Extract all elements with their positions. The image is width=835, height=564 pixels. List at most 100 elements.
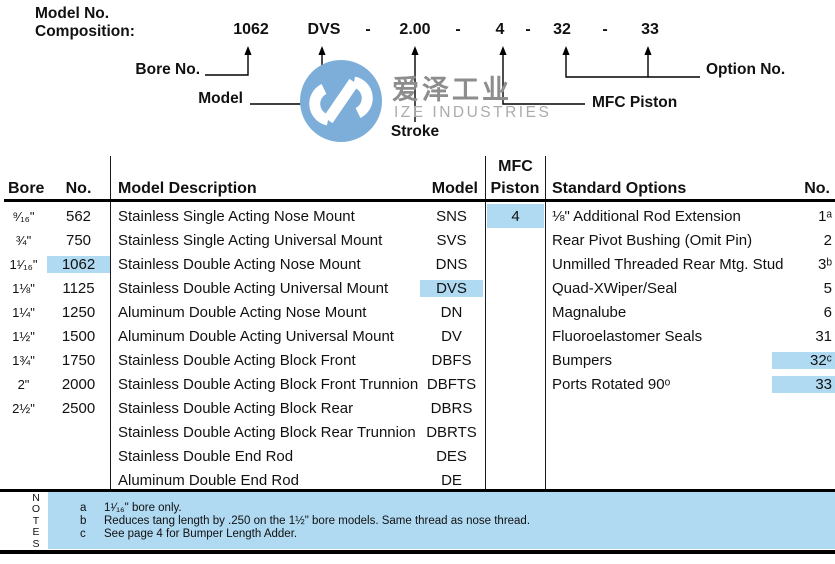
option-number: 32ᶜ [772, 351, 835, 369]
header-no: No. [65, 180, 92, 197]
mfc-piston-value: 4 [487, 204, 544, 228]
bore-value: 1½" [12, 328, 35, 344]
option-row: Unmilled Threaded Rear Mtg. Stud 3ᵇ [545, 252, 832, 276]
table-row: 2½" 2500 Stainless Double Acting Block R… [0, 396, 483, 420]
standard-options-table: ⅛" Additional Rod Extension 1ᵃ Rear Pivo… [545, 204, 835, 396]
note-item: a 1¹⁄₁₆" bore only. [80, 502, 530, 515]
bore-no-callout: Bore No. [135, 61, 200, 78]
table-row: Aluminum Double End Rod DE [0, 468, 483, 492]
option-label: Fluoroelastomer Seals [552, 327, 703, 345]
option-row: Ports Rotated 90ᵒ 33 [545, 372, 835, 396]
model-description: Stainless Double Acting Block Rear [118, 399, 354, 417]
composition-part: 32 [553, 21, 571, 38]
note-text: 1¹⁄₁₆" bore only. [104, 502, 182, 514]
model-code: DES [436, 447, 467, 465]
bore-no-value: 2000 [61, 375, 96, 393]
model-callout: Model [198, 90, 243, 107]
model-code: SNS [436, 207, 467, 225]
model-description: Stainless Single Acting Universal Mount [118, 231, 383, 249]
option-number: 2 [823, 231, 832, 249]
option-row: Fluoroelastomer Seals 31 [545, 324, 832, 348]
option-row: ⅛" Additional Rod Extension 1ᵃ [545, 204, 832, 228]
header-mfc-line1: MFC [498, 158, 533, 175]
option-no-callout: Option No. [706, 61, 786, 78]
option-number: 31 [815, 327, 832, 345]
column-divider [485, 156, 486, 489]
option-label: Bumpers [552, 351, 613, 369]
option-label: Ports Rotated 90ᵒ [552, 375, 671, 393]
option-number: 3ᵇ [817, 255, 832, 273]
table-row: 1¾" 1750 Stainless Double Acting Block F… [0, 348, 483, 372]
bore-no-value: 1250 [61, 303, 96, 321]
model-description: Aluminum Double Acting Nose Mount [118, 303, 367, 321]
watermark-en-text: IZE INDUSTRIES [394, 104, 552, 121]
stroke-callout: Stroke [390, 123, 440, 140]
model-no-label: Model No. [35, 5, 110, 22]
model-code: DVS [420, 279, 483, 297]
note-text: See page 4 for Bumper Length Adder. [104, 528, 298, 541]
option-row: Rear Pivot Bushing (Omit Pin) 2 [545, 228, 832, 252]
notes-letter: S [32, 537, 40, 550]
notes-letter: O [31, 503, 41, 516]
bore-no-value: 562 [65, 207, 92, 225]
option-label: Magnalube [552, 303, 627, 321]
note-key: a [80, 502, 87, 514]
header-mfc-line2: Piston [490, 180, 540, 197]
bore-value: 1⅛" [12, 280, 35, 296]
option-number: 1ᵃ [818, 207, 832, 225]
bore-value: ⁹⁄₁₆" [12, 208, 35, 224]
header-rule [4, 199, 835, 202]
bore-value: ¾" [15, 232, 32, 248]
bore-value: 1¼" [12, 304, 35, 320]
bore-value: 1¹⁄₁₆" [9, 256, 38, 272]
option-number: 6 [823, 303, 832, 321]
notes-letter: E [32, 526, 40, 539]
model-code: DBFTS [426, 375, 477, 393]
note-key: c [80, 528, 86, 541]
header-bore: Bore [8, 180, 45, 197]
table-row: 1¹⁄₁₆" 1062 Stainless Double Acting Nose… [0, 252, 483, 276]
column-divider [110, 156, 111, 489]
mfc-piston-callout: MFC Piston [592, 94, 678, 111]
option-row: Bumpers 32ᶜ [545, 348, 835, 372]
composition-parts: 1062 DVS - 2.00 - 4 - 32 - 33 [0, 0, 835, 50]
composition-part: 33 [641, 21, 659, 38]
notes-list: a 1¹⁄₁₆" bore only. b Reduces tang lengt… [80, 502, 530, 542]
model-code: DN [440, 303, 463, 321]
bore-no-value: 2500 [61, 399, 96, 417]
option-label: Unmilled Threaded Rear Mtg. Stud [552, 255, 784, 273]
model-description: Aluminum Double Acting Universal Mount [118, 327, 394, 345]
table-row: Stainless Double Acting Block Rear Trunn… [0, 420, 483, 444]
model-code: DE [441, 471, 462, 489]
option-number: 33 [772, 375, 835, 393]
option-row: Quad-XWiper/Seal 5 [545, 276, 832, 300]
note-key: b [80, 515, 87, 528]
model-description: Stainless Double Acting Nose Mount [118, 255, 361, 273]
composition-part: - [525, 21, 531, 38]
model-code: DBRS [430, 399, 473, 417]
table-row: ¾" 750 Stainless Single Acting Universal… [0, 228, 483, 252]
bore-value: 2½" [12, 400, 35, 416]
watermark-cn-text: 爱泽工业 [392, 75, 512, 105]
table-row: 1¼" 1250 Aluminum Double Acting Nose Mou… [0, 300, 483, 324]
model-code: DBFS [431, 351, 472, 369]
table-row: Stainless Double End Rod DES [0, 444, 483, 468]
table-row: 1⅛" 1125 Stainless Double Acting Univers… [0, 276, 483, 300]
composition-part: - [365, 21, 371, 38]
option-row: Magnalube 6 [545, 300, 832, 324]
header-options: Standard Options [552, 180, 687, 197]
option-number: 5 [823, 279, 832, 297]
notes-panel [48, 492, 835, 549]
note-item: b Reduces tang length by .250 on the 1½"… [80, 515, 530, 528]
bore-no-value: 1062 [47, 255, 110, 273]
model-code: DBRTS [426, 423, 477, 441]
bore-no-value: 1750 [61, 351, 96, 369]
table-row: ⁹⁄₁₆" 562 Stainless Single Acting Nose M… [0, 204, 483, 228]
composition-part: - [455, 21, 461, 38]
note-text: Reduces tang length by .250 on the 1½" b… [104, 515, 531, 528]
option-label: Rear Pivot Bushing (Omit Pin) [552, 231, 753, 249]
table-row: 1½" 1500 Aluminum Double Acting Universa… [0, 324, 483, 348]
model-description: Aluminum Double End Rod [118, 471, 299, 489]
model-description: Stainless Double Acting Block Front Trun… [118, 375, 419, 393]
